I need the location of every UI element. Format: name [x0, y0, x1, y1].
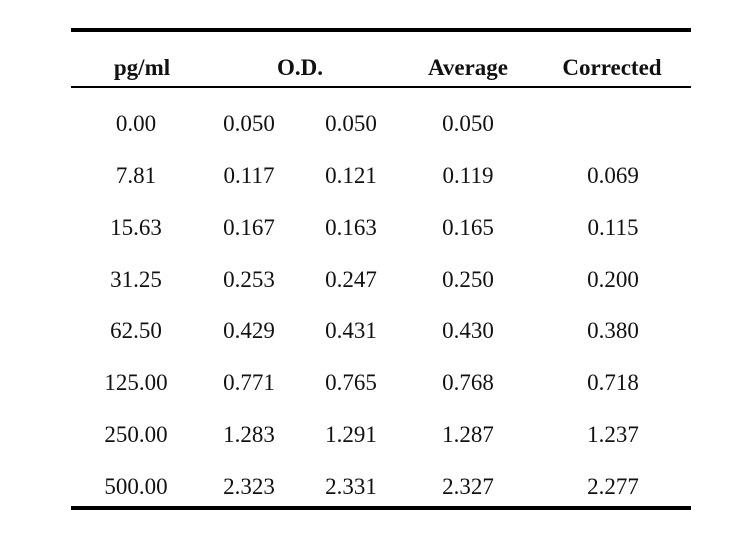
header-pgml: pg/ml	[113, 55, 171, 80]
cell-pgml: 0.00	[115, 111, 157, 136]
cell-average: 0.768	[442, 370, 494, 395]
cell-od1: 0.771	[223, 370, 275, 395]
bottom-rule	[71, 506, 691, 510]
cell-corrected: 0.380	[587, 318, 639, 343]
cell-od2: 1.291	[325, 422, 377, 447]
cell-od2: 0.121	[325, 163, 377, 188]
cell-average: 2.327	[442, 474, 494, 499]
cell-od1: 0.167	[223, 215, 275, 240]
cell-od2: 0.431	[325, 318, 377, 343]
cell-average: 0.250	[442, 267, 494, 292]
cell-od1: 2.323	[223, 474, 275, 499]
header-corrected: Corrected	[562, 55, 662, 80]
cell-od2: 0.765	[325, 370, 377, 395]
cell-od2: 2.331	[325, 474, 377, 499]
cell-pgml: 250.00	[104, 422, 168, 447]
cell-od2: 0.247	[325, 267, 377, 292]
cell-pgml: 125.00	[104, 370, 168, 395]
cell-corrected: 0.115	[587, 215, 639, 240]
cell-corrected: 2.277	[587, 474, 639, 499]
header-od: O.D.	[277, 55, 323, 80]
cell-od2: 0.163	[325, 215, 377, 240]
cell-od1: 0.429	[223, 318, 275, 343]
cell-od2: 0.050	[325, 111, 377, 136]
cell-pgml: 31.25	[110, 267, 162, 292]
cell-pgml: 15.63	[110, 215, 162, 240]
cell-pgml: 62.50	[110, 318, 162, 343]
header-rule	[71, 86, 691, 88]
cell-corrected: 0.200	[587, 267, 639, 292]
cell-average: 0.430	[442, 318, 494, 343]
cell-average: 0.165	[442, 215, 494, 240]
top-rule	[71, 28, 691, 32]
cell-od1: 0.253	[223, 267, 275, 292]
cell-pgml: 7.81	[115, 163, 157, 188]
cell-corrected: 0.069	[587, 163, 639, 188]
cell-od1: 1.283	[223, 422, 275, 447]
cell-average: 0.119	[442, 163, 494, 188]
cell-corrected: 1.237	[587, 422, 639, 447]
cell-od1: 0.050	[223, 111, 275, 136]
cell-od1: 0.117	[223, 163, 275, 188]
cell-corrected: 0.718	[587, 370, 639, 395]
cell-average: 1.287	[442, 422, 494, 447]
cell-average: 0.050	[442, 111, 494, 136]
cell-pgml: 500.00	[104, 474, 168, 499]
header-average: Average	[427, 55, 509, 80]
